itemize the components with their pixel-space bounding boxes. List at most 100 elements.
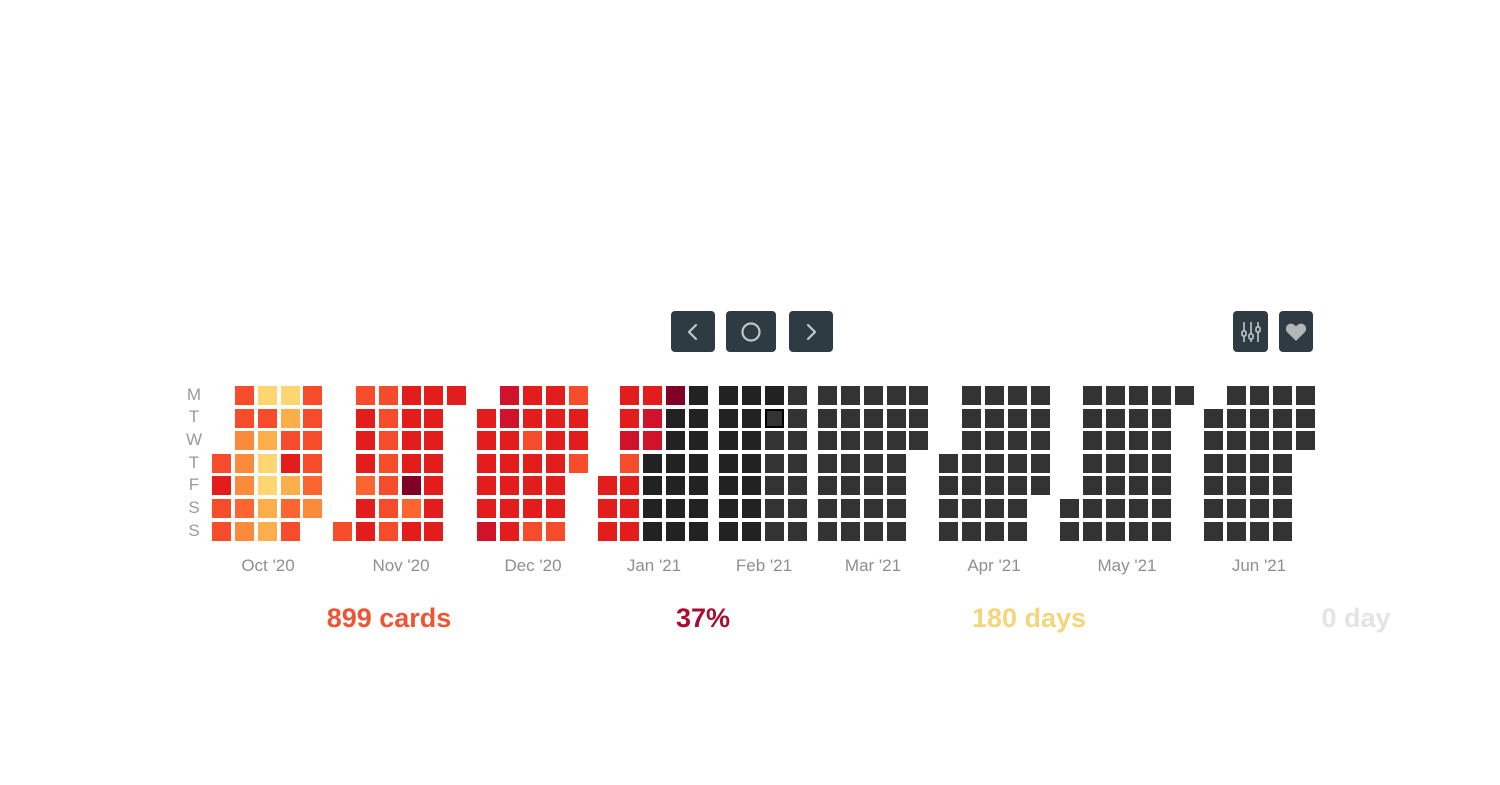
heatmap-cell[interactable] bbox=[424, 522, 443, 541]
heatmap-cell[interactable] bbox=[666, 386, 685, 405]
heatmap-cell[interactable] bbox=[1008, 431, 1027, 450]
heatmap-cell[interactable] bbox=[281, 431, 300, 450]
heatmap-cell[interactable] bbox=[477, 476, 496, 495]
heatmap-cell[interactable] bbox=[1129, 409, 1148, 428]
heatmap-cell[interactable] bbox=[818, 476, 837, 495]
heatmap-cell[interactable] bbox=[1152, 476, 1171, 495]
heatmap-cell[interactable] bbox=[1273, 431, 1292, 450]
heatmap-cell[interactable] bbox=[379, 522, 398, 541]
heatmap-cell[interactable] bbox=[841, 476, 860, 495]
heatmap-cell[interactable] bbox=[1273, 386, 1292, 405]
heatmap-cell[interactable] bbox=[1250, 476, 1269, 495]
heatmap-cell[interactable] bbox=[1106, 499, 1125, 518]
heatmap-cell[interactable] bbox=[356, 386, 375, 405]
heatmap-cell[interactable] bbox=[546, 386, 565, 405]
heatmap-cell[interactable] bbox=[235, 386, 254, 405]
heatmap-cell[interactable] bbox=[788, 454, 807, 473]
heatmap-cell[interactable] bbox=[742, 499, 761, 518]
heatmap-cell[interactable] bbox=[424, 476, 443, 495]
heatmap-cell[interactable] bbox=[1204, 431, 1223, 450]
heatmap-cell[interactable] bbox=[1152, 386, 1171, 405]
heatmap-cell[interactable] bbox=[258, 522, 277, 541]
heatmap-cell-today[interactable] bbox=[765, 409, 784, 428]
heatmap-cell[interactable] bbox=[962, 386, 981, 405]
heatmap-cell[interactable] bbox=[864, 454, 883, 473]
heatmap-cell[interactable] bbox=[1129, 522, 1148, 541]
heatmap-cell[interactable] bbox=[742, 386, 761, 405]
heatmap-cell[interactable] bbox=[1083, 522, 1102, 541]
next-button[interactable] bbox=[789, 311, 833, 352]
heatmap-cell[interactable] bbox=[1106, 454, 1125, 473]
heatmap-cell[interactable] bbox=[1250, 386, 1269, 405]
heatmap-cell[interactable] bbox=[1250, 431, 1269, 450]
heatmap-cell[interactable] bbox=[424, 499, 443, 518]
heatmap-cell[interactable] bbox=[1008, 522, 1027, 541]
heatmap-cell[interactable] bbox=[742, 454, 761, 473]
heatmap-cell[interactable] bbox=[818, 386, 837, 405]
heatmap-cell[interactable] bbox=[962, 522, 981, 541]
heatmap-cell[interactable] bbox=[765, 431, 784, 450]
heatmap-cell[interactable] bbox=[1083, 431, 1102, 450]
heatmap-cell[interactable] bbox=[841, 499, 860, 518]
heatmap-cell[interactable] bbox=[765, 454, 784, 473]
heatmap-cell[interactable] bbox=[424, 386, 443, 405]
heatmap-cell[interactable] bbox=[1204, 476, 1223, 495]
heatmap-cell[interactable] bbox=[303, 431, 322, 450]
heatmap-cell[interactable] bbox=[1031, 454, 1050, 473]
heatmap-cell[interactable] bbox=[1129, 499, 1148, 518]
heatmap-cell[interactable] bbox=[643, 522, 662, 541]
heatmap-cell[interactable] bbox=[719, 476, 738, 495]
heatmap-cell[interactable] bbox=[258, 386, 277, 405]
heatmap-cell[interactable] bbox=[523, 522, 542, 541]
heatmap-cell[interactable] bbox=[402, 522, 421, 541]
heatmap-cell[interactable] bbox=[666, 454, 685, 473]
heatmap-cell[interactable] bbox=[1227, 476, 1246, 495]
heatmap-cell[interactable] bbox=[500, 454, 519, 473]
heatmap-cell[interactable] bbox=[402, 476, 421, 495]
heatmap-cell[interactable] bbox=[1273, 499, 1292, 518]
settings-button[interactable] bbox=[1233, 311, 1268, 352]
heatmap-cell[interactable] bbox=[500, 409, 519, 428]
heatmap-cell[interactable] bbox=[281, 476, 300, 495]
heatmap-cell[interactable] bbox=[447, 386, 466, 405]
heatmap-cell[interactable] bbox=[235, 522, 254, 541]
heatmap-cell[interactable] bbox=[1031, 386, 1050, 405]
heatmap-cell[interactable] bbox=[1083, 409, 1102, 428]
heatmap-cell[interactable] bbox=[864, 522, 883, 541]
heatmap-cell[interactable] bbox=[1031, 409, 1050, 428]
heatmap-cell[interactable] bbox=[500, 476, 519, 495]
heatmap-cell[interactable] bbox=[356, 476, 375, 495]
heatmap-cell[interactable] bbox=[887, 431, 906, 450]
heatmap-cell[interactable] bbox=[1250, 499, 1269, 518]
heatmap-cell[interactable] bbox=[985, 522, 1004, 541]
heatmap-cell[interactable] bbox=[379, 409, 398, 428]
heatmap-cell[interactable] bbox=[1296, 386, 1315, 405]
heatmap-cell[interactable] bbox=[962, 454, 981, 473]
heatmap-cell[interactable] bbox=[1152, 522, 1171, 541]
heatmap-cell[interactable] bbox=[379, 386, 398, 405]
heatmap-cell[interactable] bbox=[402, 409, 421, 428]
heatmap-cell[interactable] bbox=[356, 409, 375, 428]
today-button[interactable] bbox=[726, 311, 776, 352]
heatmap-cell[interactable] bbox=[841, 431, 860, 450]
heatmap-cell[interactable] bbox=[598, 476, 617, 495]
heatmap-cell[interactable] bbox=[666, 409, 685, 428]
heatmap-cell[interactable] bbox=[212, 476, 231, 495]
heatmap-cell[interactable] bbox=[1152, 431, 1171, 450]
heatmap-cell[interactable] bbox=[719, 431, 738, 450]
heatmap-cell[interactable] bbox=[864, 409, 883, 428]
heatmap-cell[interactable] bbox=[620, 431, 639, 450]
heatmap-cell[interactable] bbox=[1296, 431, 1315, 450]
heatmap-cell[interactable] bbox=[258, 476, 277, 495]
heatmap-cell[interactable] bbox=[909, 431, 928, 450]
heatmap-cell[interactable] bbox=[546, 499, 565, 518]
heatmap-cell[interactable] bbox=[666, 476, 685, 495]
heatmap-cell[interactable] bbox=[864, 476, 883, 495]
heatmap-cell[interactable] bbox=[402, 454, 421, 473]
heatmap-cell[interactable] bbox=[1008, 476, 1027, 495]
heatmap-cell[interactable] bbox=[402, 431, 421, 450]
heatmap-cell[interactable] bbox=[689, 409, 708, 428]
heatmap-cell[interactable] bbox=[235, 409, 254, 428]
heatmap-cell[interactable] bbox=[689, 499, 708, 518]
heatmap-cell[interactable] bbox=[500, 522, 519, 541]
